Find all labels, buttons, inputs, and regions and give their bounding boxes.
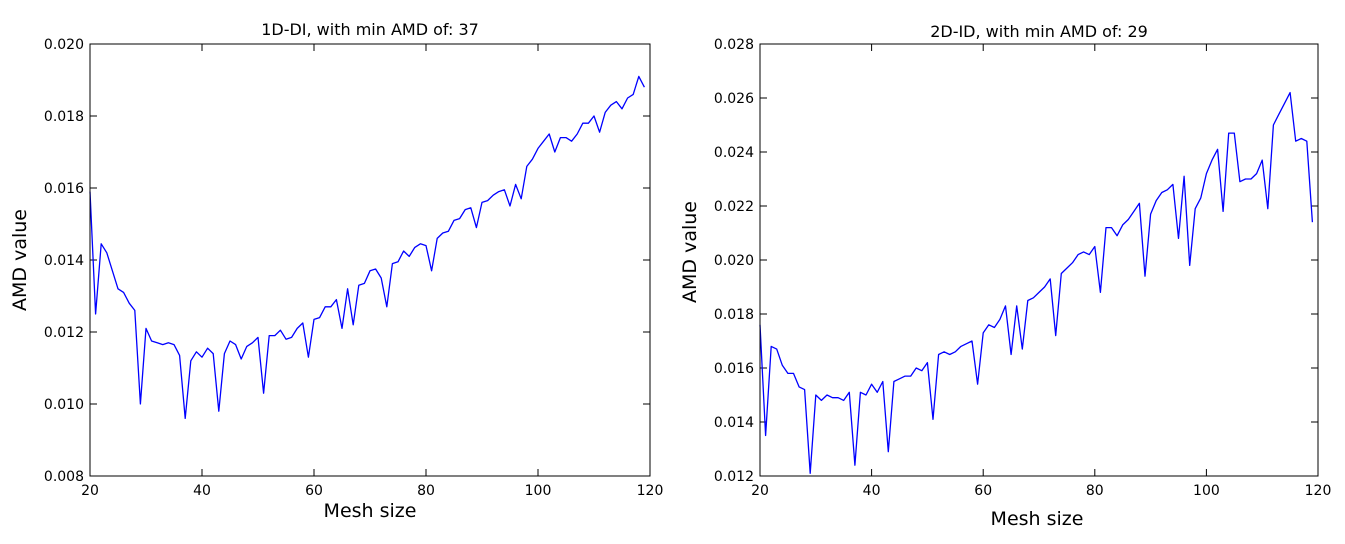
y-tick-label: 0.016 (44, 181, 84, 197)
x-tick-label: 20 (751, 483, 769, 499)
y-tick-label: 0.008 (44, 469, 84, 485)
y-tick-label: 0.020 (44, 37, 84, 53)
x-tick-label: 120 (637, 483, 664, 499)
axes-frame (89, 43, 651, 477)
chart-2d-id: 2D-ID, with min AMD of: 29 Mesh size AMD… (679, 22, 1331, 530)
x-axis-label: Mesh size (324, 500, 417, 522)
y-tick-label: 0.012 (714, 469, 754, 485)
y-tick-label: 0.022 (714, 199, 754, 215)
y-axis-label: AMD value (679, 201, 701, 303)
x-tick-label: 100 (1193, 483, 1220, 499)
x-tick-label: 100 (525, 483, 552, 499)
chart-1d-di: 1D-DI, with min AMD of: 37 Mesh size AMD… (9, 20, 663, 522)
y-tick-label: 0.018 (44, 109, 84, 125)
x-tick-label: 60 (974, 483, 992, 499)
y-tick-label: 0.028 (714, 37, 754, 53)
x-tick-label: 40 (193, 483, 211, 499)
chart-title: 2D-ID, with min AMD of: 29 (930, 22, 1148, 41)
y-tick-label: 0.020 (714, 253, 754, 269)
chart-title: 1D-DI, with min AMD of: 37 (261, 20, 479, 39)
y-tick-label: 0.018 (714, 307, 754, 323)
plot-area: 20 40 60 80 100 120 0.012 0.014 0.016 0.018 0.020 0… (714, 37, 1331, 499)
y-tick-label: 0.016 (714, 361, 754, 377)
series-line (89, 75, 645, 420)
y-tick-label: 0.026 (714, 91, 754, 107)
y-tick-label: 0.010 (44, 397, 84, 413)
x-axis-label: Mesh size (991, 508, 1084, 530)
y-tick-label: 0.024 (714, 145, 754, 161)
x-tick-label: 20 (81, 483, 99, 499)
x-tick-label: 120 (1305, 483, 1332, 499)
y-tick-label: 0.014 (44, 253, 84, 269)
series-line (759, 91, 1314, 474)
y-tick-label: 0.012 (44, 325, 84, 341)
axes-frame (759, 43, 1319, 477)
plot-area: 20 40 60 80 100 120 0.008 0.010 0.012 0.014 0.016 0… (44, 37, 663, 499)
x-tick-label: 60 (305, 483, 323, 499)
y-tick-label: 0.014 (714, 415, 754, 431)
x-tick-label: 40 (863, 483, 881, 499)
x-tick-label: 80 (1086, 483, 1104, 499)
y-axis-label: AMD value (9, 209, 31, 311)
x-tick-label: 80 (417, 483, 435, 499)
